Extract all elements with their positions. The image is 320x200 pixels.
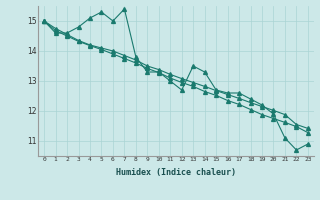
X-axis label: Humidex (Indice chaleur): Humidex (Indice chaleur) — [116, 168, 236, 177]
